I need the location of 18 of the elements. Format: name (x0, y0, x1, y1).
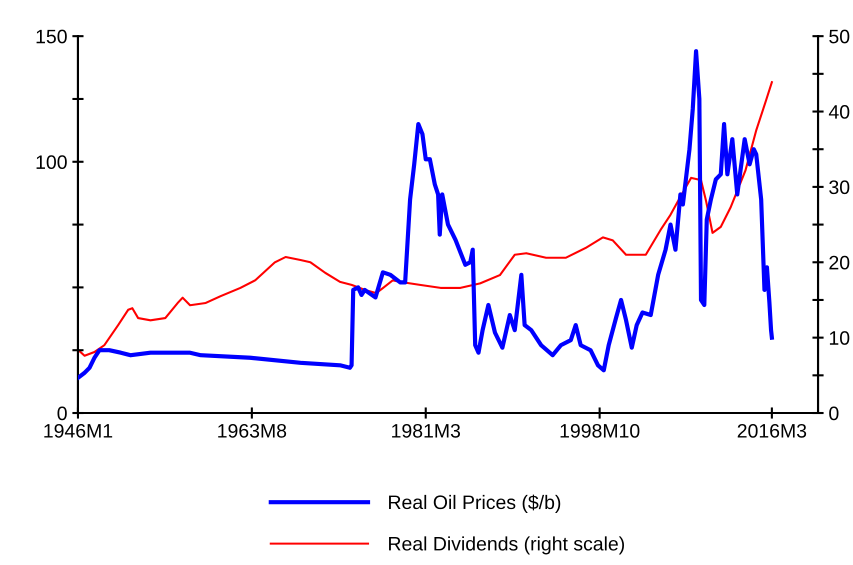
x-tick-label: 1963M8 (218, 424, 286, 438)
x-tick-label: 2016M3 (738, 424, 806, 438)
x-tick-label: 1946M1 (44, 424, 112, 438)
y2-tick-label: 0 (829, 406, 838, 420)
x-tick-label: 1981M3 (392, 424, 460, 438)
legend-label: Real Oil Prices ($/b) (389, 494, 560, 513)
legend-label: Real Dividends (right scale) (389, 536, 624, 554)
y2-tick-label: 40 (828, 105, 850, 119)
y2-tick-label: 20 (829, 256, 850, 270)
y2-tick-label: 10 (830, 331, 850, 345)
x-tick-label: 1998M10 (560, 424, 640, 438)
y2-tick-label: 50 (829, 30, 850, 44)
y-tick-label: 100 (36, 155, 67, 170)
y-tick-label: 0 (57, 406, 67, 420)
y-tick-label: 150 (36, 30, 67, 44)
y2-tick-label: 30 (829, 180, 850, 194)
line-series (78, 49, 774, 380)
line-series (78, 81, 773, 357)
